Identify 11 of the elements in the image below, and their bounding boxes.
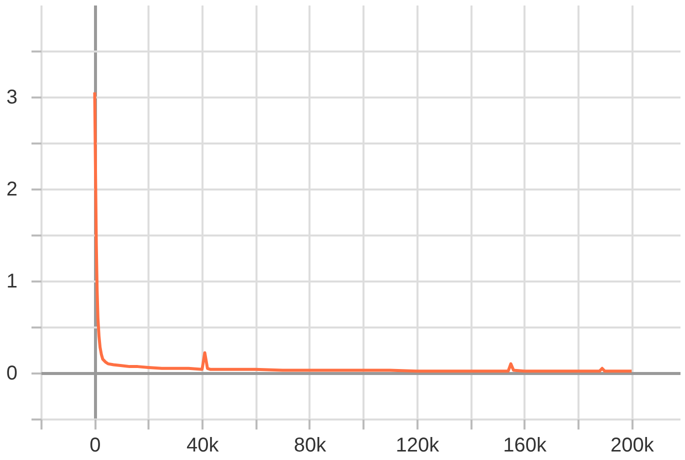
x-tick-label: 40k	[186, 434, 220, 456]
y-tick-label: 0	[6, 362, 18, 384]
x-tick-label: 200k	[610, 434, 655, 456]
x-tick-label: 120k	[396, 434, 440, 456]
x-tick-label: 80k	[294, 434, 328, 456]
x-tick-label: 160k	[503, 434, 548, 456]
x-tick-label: 0	[90, 434, 101, 456]
y-tick-label: 3	[6, 86, 18, 108]
y-tick-label: 2	[6, 178, 18, 200]
line-series	[93, 90, 634, 373]
y-tick-label: 1	[6, 270, 18, 292]
